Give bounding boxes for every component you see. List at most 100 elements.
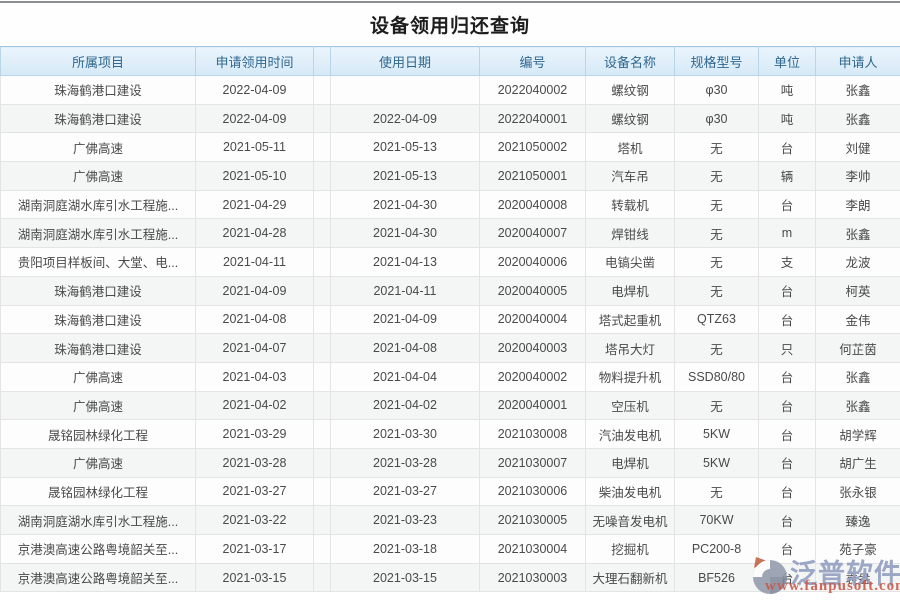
cell-unit: 只 <box>758 333 816 363</box>
cell-applicant: 袁盎 <box>815 562 900 593</box>
cell-project: 珠海鹤港口建设 <box>0 275 196 306</box>
cell-number: 2021030005 <box>479 505 586 535</box>
table-body: 珠海鹤港口建设 2022-04-09 2022040002 螺纹钢 φ30 吨张鑫 珠海鹤港… <box>0 75 900 593</box>
cell-project: 湖南洞庭湖水库引水工程施... <box>0 189 196 220</box>
table-row: 广佛高速 2021-04-02 2021-04-02 2020040001 空压机无台张… <box>0 390 900 421</box>
cell-unit: m <box>758 218 816 249</box>
cell-apply_time: 2021-05-10 <box>195 161 314 191</box>
cell-use_date: 2021-04-13 <box>330 247 480 277</box>
cell-device[interactable]: 塔吊大灯 <box>585 333 675 363</box>
cell-device[interactable]: 电焊机 <box>585 447 675 478</box>
cell-spec: 无 <box>674 476 759 507</box>
cell-applicant: 张鑫 <box>815 390 900 421</box>
cell-spacer <box>313 447 331 478</box>
cell-unit: 台 <box>758 361 816 392</box>
cell-device[interactable]: 挖掘机 <box>585 534 675 564</box>
table-row: 湖南洞庭湖水库引水工程施... 2021-04-28 2021-04-30 20200… <box>0 218 900 249</box>
cell-device[interactable]: 电镐尖凿 <box>585 247 675 277</box>
cell-device[interactable]: 汽油发电机 <box>585 419 675 449</box>
cell-device[interactable]: 大理石翻新机 <box>585 562 675 593</box>
cell-number: 2020040003 <box>479 333 586 363</box>
cell-device[interactable]: 空压机 <box>585 390 675 421</box>
cell-unit: 台 <box>758 534 816 564</box>
table-row: 京港澳高速公路粤境韶关至... 2021-03-15 2021-03-15 20210… <box>0 562 900 593</box>
cell-apply_time: 2021-04-29 <box>195 189 314 220</box>
column-header-use-date: 使用日期 <box>330 46 480 76</box>
cell-spec: 70KW <box>674 505 759 535</box>
cell-use_date: 2021-03-18 <box>330 534 480 564</box>
cell-spec: BF526 <box>674 562 759 593</box>
cell-spacer <box>313 247 331 277</box>
cell-use_date: 2021-04-09 <box>330 304 480 335</box>
cell-spacer <box>313 333 331 363</box>
cell-project: 珠海鹤港口建设 <box>0 304 196 335</box>
cell-device[interactable]: 物料提升机 <box>585 361 675 392</box>
cell-device[interactable]: 电焊机 <box>585 275 675 306</box>
cell-apply_time: 2022-04-09 <box>195 75 314 105</box>
cell-project: 广佛高速 <box>0 447 196 478</box>
cell-applicant: 张鑫 <box>815 361 900 392</box>
cell-unit: 吨 <box>758 103 816 134</box>
cell-device[interactable]: 转载机 <box>585 189 675 220</box>
column-header-number: 编号 <box>479 46 586 76</box>
cell-spacer <box>313 390 331 421</box>
cell-project: 湖南洞庭湖水库引水工程施... <box>0 218 196 249</box>
cell-device[interactable]: 螺纹钢 <box>585 75 675 105</box>
table-row: 湖南洞庭湖水库引水工程施... 2021-04-29 2021-04-30 20200… <box>0 189 900 220</box>
cell-use_date: 2021-04-30 <box>330 218 480 249</box>
table-row: 晟铭园林绿化工程 2021-03-29 2021-03-30 2021030008 汽油… <box>0 419 900 449</box>
cell-use_date: 2022-04-09 <box>330 103 480 134</box>
cell-use_date: 2021-04-11 <box>330 275 480 306</box>
cell-number: 2020040006 <box>479 247 586 277</box>
cell-apply_time: 2021-04-03 <box>195 361 314 392</box>
cell-unit: 台 <box>758 390 816 421</box>
cell-project: 湖南洞庭湖水库引水工程施... <box>0 505 196 535</box>
cell-device[interactable]: 焊钳线 <box>585 218 675 249</box>
cell-apply_time: 2021-03-29 <box>195 419 314 449</box>
page-title: 设备领用归还查询 <box>369 16 530 37</box>
table-row: 京港澳高速公路粤境韶关至... 2021-03-17 2021-03-18 20210… <box>0 534 900 564</box>
cell-use_date: 2021-04-30 <box>330 189 480 220</box>
title-bar: 设备领用归还查询 <box>0 3 900 46</box>
table-row: 湖南洞庭湖水库引水工程施... 2021-03-22 2021-03-23 20210… <box>0 505 900 535</box>
top-divider <box>0 1 900 3</box>
cell-device[interactable]: 无噪音发电机 <box>585 505 675 535</box>
table-row: 珠海鹤港口建设 2021-04-08 2021-04-09 2020040004 塔式起… <box>0 304 900 335</box>
cell-device[interactable]: 螺纹钢 <box>585 103 675 134</box>
cell-device[interactable]: 塔机 <box>585 132 675 163</box>
cell-use_date: 2021-04-08 <box>330 333 480 363</box>
cell-spec: φ30 <box>674 103 759 134</box>
cell-apply_time: 2021-03-28 <box>195 447 314 478</box>
cell-number: 2022040001 <box>479 103 586 134</box>
cell-device[interactable]: 塔式起重机 <box>585 304 675 335</box>
column-header-device: 设备名称 <box>585 46 675 76</box>
cell-apply_time: 2021-04-11 <box>195 247 314 277</box>
cell-spec: 无 <box>674 218 759 249</box>
cell-project: 京港澳高速公路粤境韶关至... <box>0 534 196 564</box>
cell-spacer <box>313 218 331 249</box>
cell-device[interactable]: 柴油发电机 <box>585 476 675 507</box>
equipment-table: 所属项目 申请领用时间 使用日期 编号 设备名称 规格型号 单位 申请人 珠海鹤… <box>0 46 900 593</box>
cell-number: 2021050001 <box>479 161 586 191</box>
cell-use_date: 2021-03-23 <box>330 505 480 535</box>
cell-number: 2020040008 <box>479 189 586 220</box>
cell-use_date: 2021-03-15 <box>330 562 480 593</box>
cell-unit: 台 <box>758 275 816 306</box>
cell-unit: 台 <box>758 304 816 335</box>
column-header-spacer <box>313 46 331 76</box>
cell-spec: 无 <box>674 390 759 421</box>
cell-apply_time: 2021-04-08 <box>195 304 314 335</box>
cell-applicant: 胡学辉 <box>815 419 900 449</box>
cell-spec: SSD80/80 <box>674 361 759 392</box>
cell-device[interactable]: 汽车吊 <box>585 161 675 191</box>
cell-spacer <box>313 161 331 191</box>
table-row: 珠海鹤港口建设 2022-04-09 2022040002 螺纹钢 φ30 吨张鑫 <box>0 75 900 105</box>
cell-number: 2020040002 <box>479 361 586 392</box>
column-header-unit: 单位 <box>758 46 816 76</box>
cell-applicant: 何芷茵 <box>815 333 900 363</box>
cell-number: 2021030007 <box>479 447 586 478</box>
cell-unit: 台 <box>758 562 816 593</box>
table-row: 珠海鹤港口建设 2021-04-09 2021-04-11 2020040005 电焊机… <box>0 275 900 306</box>
cell-applicant: 李朗 <box>815 189 900 220</box>
